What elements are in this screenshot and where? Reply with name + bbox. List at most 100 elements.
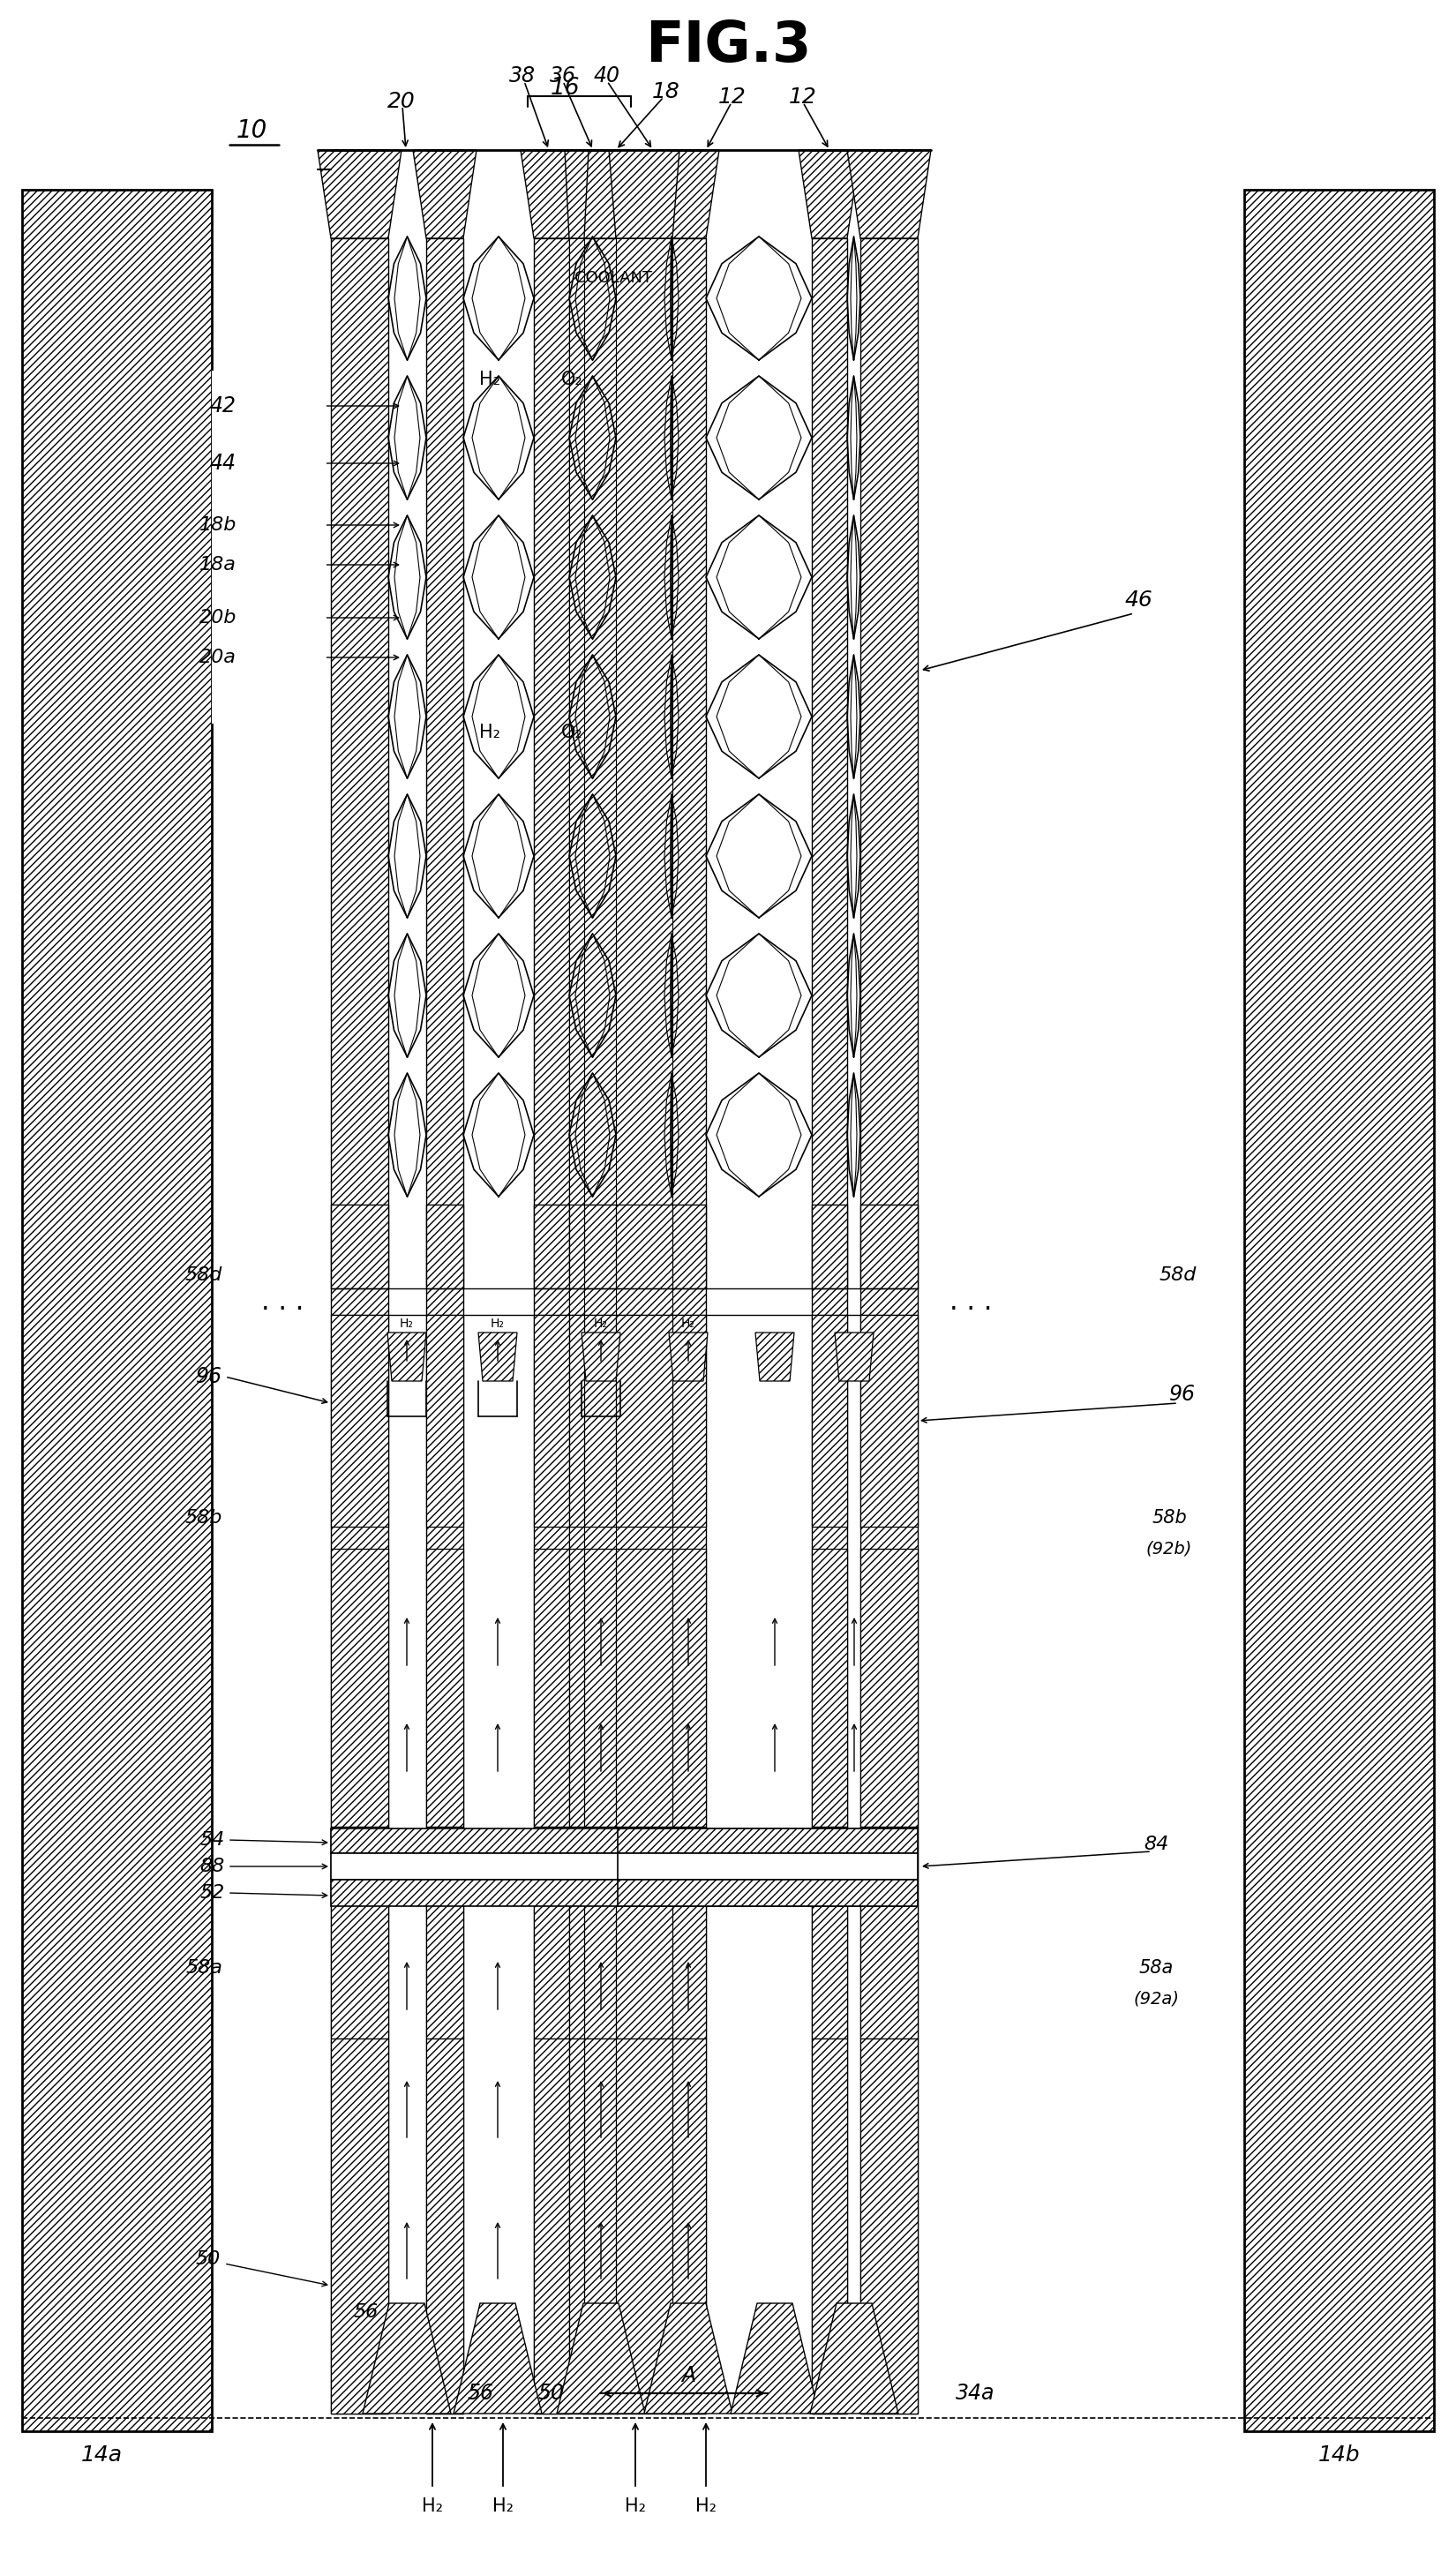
Bar — [617, 1880, 917, 1905]
Bar — [812, 1826, 847, 2039]
Bar — [427, 1204, 463, 1289]
Text: H₂: H₂ — [492, 2499, 514, 2514]
Bar — [569, 239, 584, 2414]
Bar — [582, 239, 617, 2414]
Text: 46: 46 — [1124, 591, 1152, 611]
Text: 34a: 34a — [955, 2383, 994, 2404]
Text: H₂: H₂ — [400, 1317, 414, 1330]
Bar — [616, 1549, 673, 1826]
Bar — [617, 1854, 917, 1880]
Text: 38: 38 — [510, 64, 536, 87]
Bar — [331, 1549, 389, 1826]
Bar — [22, 190, 211, 2432]
Bar — [671, 1204, 706, 1289]
Bar — [331, 1854, 917, 1880]
Bar — [860, 1826, 917, 2039]
Bar — [1245, 190, 1434, 2432]
Bar — [569, 1315, 584, 1528]
Text: H₂: H₂ — [479, 724, 501, 742]
Bar — [331, 1826, 389, 2039]
Text: 96: 96 — [197, 1366, 223, 1387]
Bar — [534, 239, 569, 2414]
Bar — [211, 370, 326, 724]
Bar — [616, 239, 673, 2414]
Bar — [582, 1204, 617, 1289]
Text: 56: 56 — [467, 2383, 494, 2404]
Polygon shape — [363, 2303, 451, 2414]
Text: H₂: H₂ — [696, 2499, 716, 2514]
Bar — [569, 1549, 584, 1826]
Text: 58a: 58a — [185, 1959, 223, 1977]
Bar — [569, 1826, 584, 2039]
Text: H₂: H₂ — [422, 2499, 443, 2514]
Polygon shape — [756, 1333, 794, 1382]
Bar — [860, 1204, 917, 1289]
Bar — [812, 1549, 847, 1826]
Bar — [427, 239, 463, 2414]
Text: 50: 50 — [539, 2383, 565, 2404]
Text: O₂: O₂ — [561, 724, 582, 742]
Text: 44: 44 — [210, 452, 236, 475]
Text: H₂: H₂ — [681, 1317, 696, 1330]
Bar — [860, 2039, 917, 2414]
Text: 42: 42 — [210, 395, 236, 416]
Bar — [427, 1315, 463, 1528]
Polygon shape — [834, 1333, 874, 1382]
Polygon shape — [454, 2303, 542, 2414]
Bar — [427, 2039, 463, 2414]
Bar — [616, 1204, 673, 1289]
Bar — [331, 1828, 917, 1854]
Bar — [860, 1549, 917, 1826]
Text: 18b: 18b — [199, 516, 236, 534]
Bar — [860, 1315, 917, 1528]
Bar — [812, 1204, 847, 1289]
Polygon shape — [658, 149, 719, 239]
Text: 96: 96 — [1169, 1384, 1195, 1405]
Text: 20a: 20a — [199, 650, 236, 665]
Text: 84: 84 — [1143, 1836, 1168, 1854]
Bar — [331, 239, 389, 2414]
Text: 56: 56 — [354, 2303, 379, 2321]
Polygon shape — [731, 2303, 818, 2414]
Text: H₂: H₂ — [625, 2499, 646, 2514]
Text: 14b: 14b — [1319, 2445, 1360, 2465]
Polygon shape — [556, 2303, 645, 2414]
Text: 20b: 20b — [199, 609, 236, 627]
Polygon shape — [798, 149, 860, 239]
Polygon shape — [581, 1333, 620, 1382]
Bar — [671, 239, 706, 2414]
Bar — [582, 2039, 617, 2414]
Bar — [569, 2039, 584, 2414]
Text: . . .: . . . — [261, 1289, 304, 1315]
Polygon shape — [569, 149, 630, 239]
Polygon shape — [317, 149, 402, 239]
Bar — [860, 239, 917, 2414]
Bar — [331, 1204, 389, 1289]
Bar — [582, 1315, 617, 1528]
Bar — [534, 2039, 569, 2414]
Bar — [534, 1549, 569, 1826]
Text: 10: 10 — [236, 118, 266, 144]
Polygon shape — [847, 149, 930, 239]
Bar — [569, 1204, 584, 1289]
Bar — [427, 1549, 463, 1826]
Text: 12: 12 — [718, 87, 747, 108]
Text: A: A — [681, 2365, 696, 2386]
Text: 20: 20 — [387, 90, 415, 113]
Text: H₂: H₂ — [479, 370, 501, 388]
Text: 58b: 58b — [1152, 1510, 1187, 1528]
Bar — [582, 1826, 617, 2039]
Text: H₂: H₂ — [594, 1317, 609, 1330]
Text: (92b): (92b) — [1146, 1541, 1192, 1556]
Text: 18: 18 — [652, 82, 680, 103]
Bar — [331, 1880, 917, 1905]
Bar — [812, 2039, 847, 2414]
Text: 52: 52 — [199, 1885, 226, 1903]
Bar — [534, 1315, 569, 1528]
Bar — [671, 1826, 706, 2039]
Text: 18a: 18a — [199, 555, 236, 573]
Text: . . .: . . . — [949, 1289, 992, 1315]
Text: 40: 40 — [594, 64, 620, 87]
Polygon shape — [565, 149, 588, 239]
Text: 58d: 58d — [185, 1266, 223, 1284]
